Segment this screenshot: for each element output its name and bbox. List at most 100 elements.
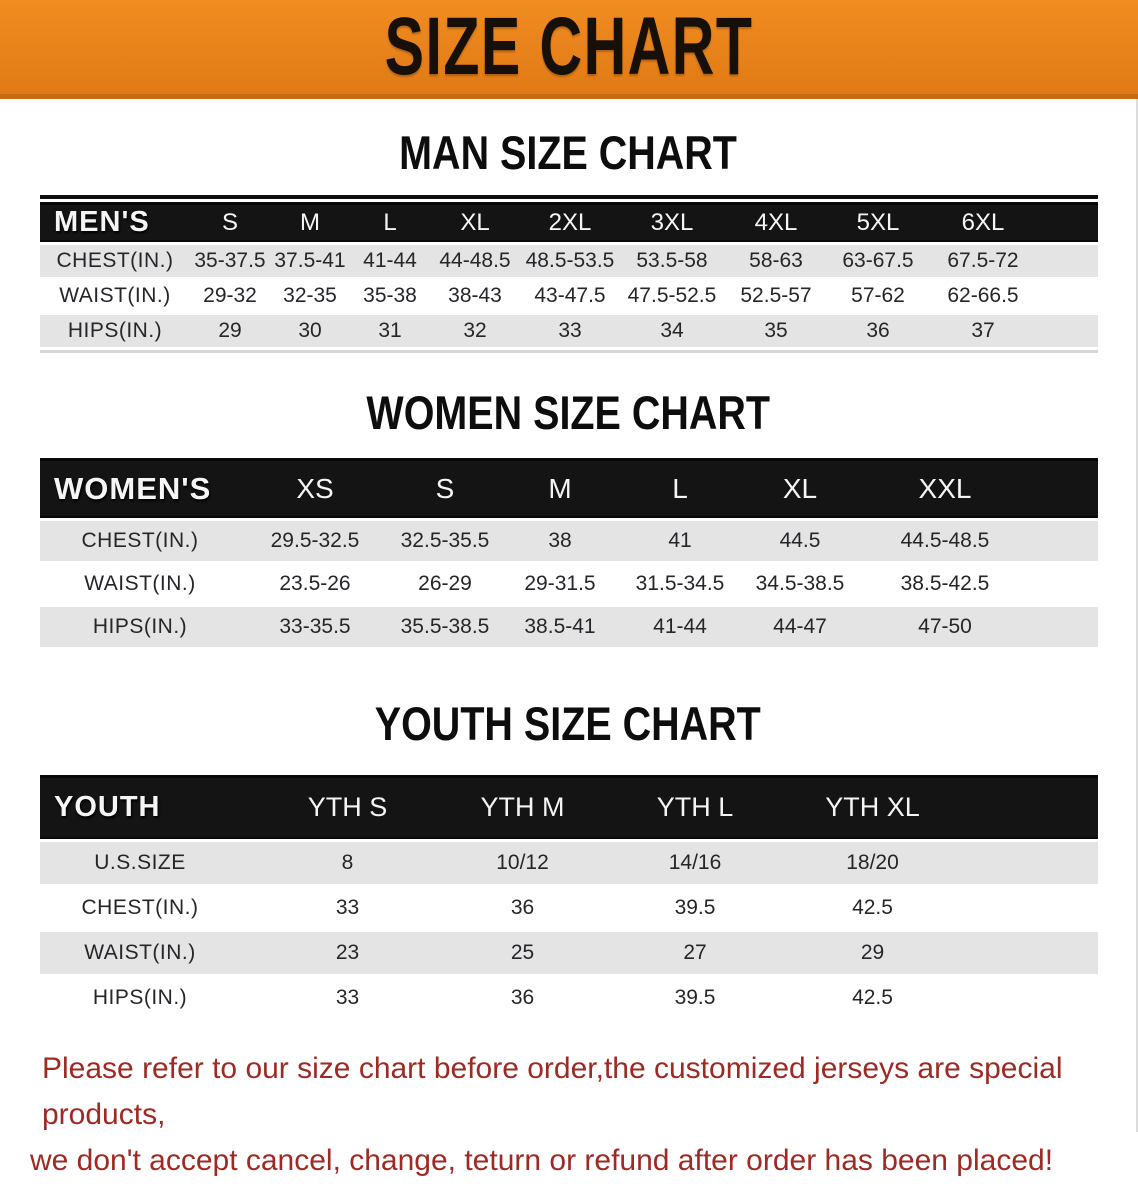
row-label: CHEST(IN.) [81,529,199,552]
table-row: WAIST(IN.) 23 25 27 29 [40,932,1098,974]
table-header-row: YOUTH YTH S YTH M YTH L YTH XL [40,775,1098,839]
row-label: WAIST(IN.) [84,572,196,595]
table-bottom-rule [40,350,1098,353]
row-label: CHEST(IN.) [56,249,174,272]
disclaimer-note: Please refer to our size chart before or… [0,1046,1136,1184]
size-value: 27 [683,941,707,964]
size-value: 63-67.5 [842,249,914,272]
row-label: HIPS(IN.) [92,986,188,1009]
size-value: 35-37.5 [194,249,266,272]
header-filler-cell [1030,458,1098,518]
youth-size-table: YOUTH YTH S YTH M YTH L YTH XL U.S.SIZE 8 10/12… [40,772,1098,1022]
row-filler-cell [1030,607,1098,647]
size-value: 32.5-35.5 [400,529,490,552]
header-filler-cell [945,775,1098,839]
row-filler-cell [1038,315,1098,347]
size-value: 33 [558,319,582,342]
table-header-label: WOMEN'S [40,458,240,518]
size-value: 34 [660,319,684,342]
size-value: 47.5-52.5 [627,284,717,307]
size-column-header: XXL [860,458,1030,518]
size-value: 31.5-34.5 [635,572,725,595]
size-value: 67.5-72 [947,249,1019,272]
size-value: 33 [335,986,360,1009]
size-value: 44.5 [779,529,821,552]
size-value: 42.5 [852,986,893,1009]
table-row: HIPS(IN.) 29 30 31 32 33 34 35 36 37 [40,315,1098,347]
row-label: CHEST(IN.) [81,896,199,919]
size-column-header: M [500,458,620,518]
size-value: 58-63 [749,249,803,272]
size-value: 29.5-32.5 [270,529,360,552]
men-size-table: MEN'S S M L XL 2XL 3XL 4XL 5XL 6XL CHEST(IN.) 35-37… [40,195,1098,350]
size-value: 26-29 [418,572,472,595]
size-value: 33-35.5 [279,615,351,638]
size-value: 8 [341,851,354,874]
size-value: 47-50 [918,615,972,638]
size-value: 29 [860,941,885,964]
size-value: 10/12 [496,851,549,874]
women-size-section: WOMEN SIZE CHART WOMEN'S XS S M L XL XXL CHEST(… [0,387,1136,650]
row-label: HIPS(IN.) [92,615,188,638]
size-value: 32-35 [283,284,337,307]
size-value: 36 [510,896,535,919]
size-value: 44-48.5 [439,249,511,272]
disclaimer-line-1: Please refer to our size chart before or… [42,1052,1063,1131]
row-label: WAIST(IN.) [84,941,196,964]
women-section-heading: WOMEN SIZE CHART [366,386,770,439]
row-filler-cell [1038,280,1098,312]
size-value: 42.5 [852,896,893,919]
row-filler-cell [945,932,1098,974]
table-row: WAIST(IN.) 23.5-26 26-29 29-31.5 31.5-34.5 34… [40,564,1098,604]
table-header-row: WOMEN'S XS S M L XL XXL [40,458,1098,518]
size-value: 30 [298,319,322,342]
row-label: U.S.SIZE [94,851,186,874]
size-value: 37 [971,319,995,342]
size-value: 35-38 [363,284,417,307]
size-column-header: YTH L [590,775,800,839]
size-value: 38-43 [448,284,502,307]
size-value: 38 [548,529,572,552]
size-value: 38.5-42.5 [900,572,990,595]
row-label: HIPS(IN.) [67,319,163,342]
table-row: CHEST(IN.) 33 36 39.5 42.5 [40,887,1098,929]
youth-size-section: YOUTH SIZE CHART YOUTH YTH S YTH M YTH L YTH… [0,698,1136,1022]
row-filler-cell [945,977,1098,1019]
table-row: HIPS(IN.) 33 36 39.5 42.5 [40,977,1098,1019]
size-value: 36 [866,319,890,342]
size-value: 38.5-41 [524,615,596,638]
size-column-header: 2XL [520,202,620,242]
size-column-header: YTH S [240,775,455,839]
size-column-header: 3XL [620,202,724,242]
size-value: 44.5-48.5 [900,529,990,552]
size-value: 23.5-26 [279,572,351,595]
size-value: 36 [510,986,535,1009]
size-value: 44-47 [773,615,827,638]
table-row: CHEST(IN.) 35-37.5 37.5-41 41-44 44-48.5 48.5… [40,245,1098,277]
size-value: 39.5 [674,896,716,919]
row-filler-cell [945,842,1098,884]
size-value: 29 [218,319,242,342]
men-size-section: MAN SIZE CHART MEN'S S M L XL 2XL 3XL 4XL 5XL 6XL… [0,127,1136,353]
size-column-header: XL [740,458,860,518]
size-column-header: 5XL [828,202,928,242]
size-column-header: S [190,202,270,242]
size-value: 29-31.5 [524,572,596,595]
size-value: 39.5 [674,986,716,1009]
size-value: 25 [510,941,535,964]
size-column-header: YTH M [455,775,590,839]
table-row: U.S.SIZE 8 10/12 14/16 18/20 [40,842,1098,884]
size-column-header: YTH XL [800,775,945,839]
row-filler-cell [1030,521,1098,561]
size-value: 41-44 [653,615,707,638]
size-value: 29-32 [203,284,257,307]
size-value: 48.5-53.5 [525,249,615,272]
size-value: 53.5-58 [636,249,708,272]
table-row: CHEST(IN.) 29.5-32.5 32.5-35.5 38 41 44.5 44.5… [40,521,1098,561]
size-value: 18/20 [846,851,899,874]
size-column-header: XL [430,202,520,242]
table-row: HIPS(IN.) 33-35.5 35.5-38.5 38.5-41 41-44 44-… [40,607,1098,647]
youth-section-heading: YOUTH SIZE CHART [374,697,762,750]
size-value: 32 [463,319,487,342]
